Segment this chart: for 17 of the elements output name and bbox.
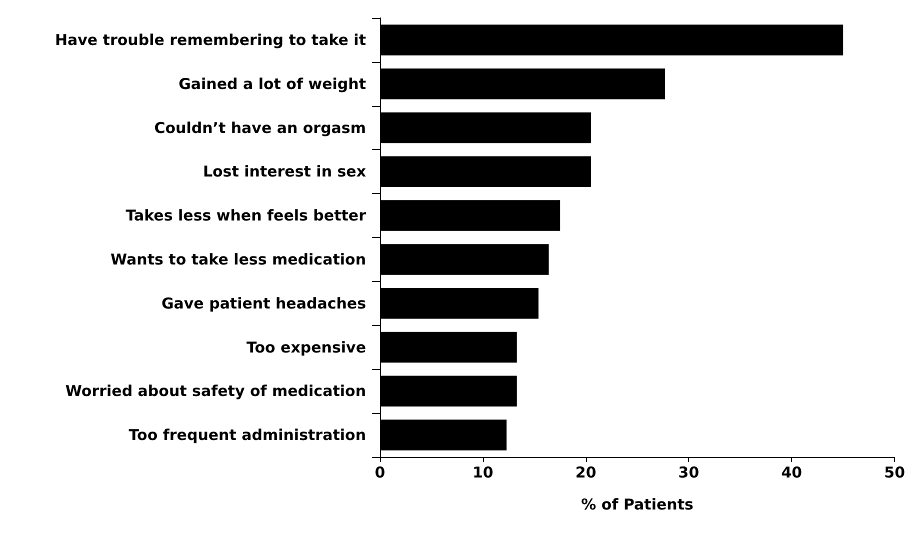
x-tick-label: 10 bbox=[472, 464, 494, 482]
x-axis-title: % of Patients bbox=[581, 496, 694, 514]
y-tick-label: Wants to take less medication bbox=[110, 250, 366, 268]
y-tick-label: Takes less when feels better bbox=[126, 206, 367, 225]
y-tick-label: Too frequent administration bbox=[128, 426, 366, 444]
x-tick-label: 40 bbox=[781, 464, 802, 482]
x-tick-label: 30 bbox=[678, 464, 700, 482]
y-tick-label: Worried about safety of medication bbox=[65, 382, 366, 400]
y-tick-label: Lost interest in sex bbox=[202, 162, 366, 181]
x-tick-label: 50 bbox=[884, 464, 905, 482]
y-tick-label: Couldn’t have an orgasm bbox=[154, 118, 366, 137]
y-tick-label: Too expensive bbox=[246, 338, 366, 356]
x-tick-label: 20 bbox=[575, 464, 596, 482]
y-tick-label: Have trouble remembering to take it bbox=[54, 30, 366, 49]
x-tick-label: 0 bbox=[374, 464, 386, 482]
y-tick-label: Gained a lot of weight bbox=[178, 74, 366, 93]
y-tick-label: Gave patient headaches bbox=[161, 294, 366, 312]
